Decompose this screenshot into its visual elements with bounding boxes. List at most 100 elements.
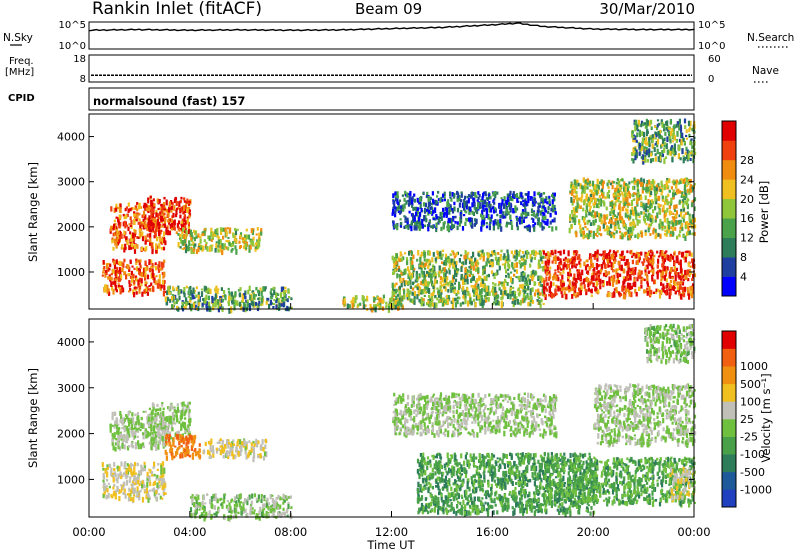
cell-power-data-8 — [624, 276, 627, 282]
cell-power-data-0 — [141, 291, 144, 297]
cell-power-data-6 — [547, 210, 550, 214]
cell-power-data-0 — [106, 263, 109, 269]
cell-power-data-8 — [644, 267, 647, 271]
cell-power-data-9 — [666, 230, 669, 235]
cell-power-data-2 — [149, 195, 152, 199]
cell-power-data-0 — [110, 281, 113, 287]
cell-power-data-8 — [630, 291, 633, 298]
cell-power-data-7 — [409, 285, 412, 290]
cell-power-data-2 — [162, 223, 165, 226]
cell-power-data-6 — [478, 201, 481, 207]
cell-vel-data-0 — [143, 461, 146, 468]
cell-vel-data-0 — [103, 489, 106, 495]
cell-power-data-2 — [148, 217, 151, 224]
cell-power-data-9 — [601, 220, 604, 225]
cell-power-data-8 — [587, 281, 590, 287]
cell-power-data-7 — [400, 302, 403, 307]
cell-power-data-8 — [545, 252, 548, 257]
cell-power-data-3 — [232, 241, 235, 244]
cell-power-data-6 — [400, 221, 403, 226]
cell-power-data-9 — [657, 232, 660, 237]
cell-power-data-0 — [148, 284, 151, 288]
cell-power-data-9 — [675, 210, 678, 215]
cell-power-data-1 — [146, 239, 149, 242]
cell-power-data-8 — [619, 293, 623, 297]
cell-power-data-7 — [428, 273, 432, 276]
cell-power-data-7 — [424, 267, 427, 270]
cell-power-data-0 — [156, 283, 159, 289]
cell-power-data-6 — [482, 220, 486, 225]
cell-power-data-1 — [143, 247, 147, 251]
cell-power-data-9 — [600, 200, 603, 207]
cell-vel-data-0 — [151, 488, 154, 492]
cell-power-data-2 — [180, 223, 183, 226]
cell-power-data-8 — [583, 284, 586, 289]
cell-power-data-6 — [551, 226, 554, 232]
cell-power-data-5 — [378, 305, 381, 311]
cell-power-data-7 — [466, 276, 469, 281]
cell-power-data-8 — [578, 269, 581, 274]
cell-power-data-5 — [354, 295, 357, 299]
cell-power-data-3 — [179, 238, 182, 241]
cell-power-data-7 — [467, 251, 470, 255]
cell-power-data-10 — [656, 148, 659, 155]
cell-power-data-9 — [648, 179, 651, 185]
cell-power-data-6 — [496, 219, 500, 224]
cell-power-data-7 — [483, 286, 486, 293]
cell-power-data-8 — [589, 281, 592, 286]
cell-power-data-6 — [416, 210, 419, 215]
cell-power-data-7 — [482, 268, 485, 272]
cell-power-data-10 — [654, 132, 658, 136]
cell-power-data-3 — [203, 239, 206, 242]
cell-power-data-8 — [666, 254, 669, 260]
cell-power-data-3 — [191, 235, 194, 240]
cell-power-data-9 — [608, 221, 611, 224]
cell-power-data-4 — [250, 300, 253, 305]
cell-power-data-10 — [681, 132, 684, 139]
cell-power-data-7 — [473, 288, 476, 292]
cell-power-data-8 — [592, 282, 595, 288]
cell-power-data-10 — [666, 136, 669, 143]
cell-power-data-8 — [542, 285, 545, 291]
cell-power-data-6 — [472, 197, 475, 201]
cell-power-data-6 — [526, 201, 529, 207]
cell-power-data-5 — [381, 299, 384, 304]
cell-power-data-2 — [175, 231, 178, 235]
cell-power-data-2 — [149, 208, 152, 213]
cell-power-data-9 — [598, 199, 601, 206]
cell-power-data-1 — [114, 242, 117, 246]
cell-power-data-9 — [585, 205, 588, 211]
cell-power-data-0 — [117, 262, 120, 265]
cell-power-data-7 — [487, 296, 490, 302]
cell-power-data-6 — [453, 192, 456, 197]
cell-power-data-10 — [650, 152, 653, 157]
cell-power-data-1 — [124, 214, 127, 220]
cell-power-data-8 — [689, 271, 692, 275]
cell-power-data-7 — [392, 302, 395, 307]
cell-power-data-4 — [192, 301, 196, 308]
cell-power-data-9 — [579, 224, 582, 230]
cell-power-data-1 — [158, 242, 161, 249]
cell-power-data-9 — [617, 196, 620, 203]
cell-power-data-2 — [172, 212, 175, 218]
cell-power-data-2 — [148, 228, 151, 232]
cell-power-data-8 — [651, 257, 654, 262]
cell-power-data-8 — [650, 265, 653, 268]
cell-power-data-7 — [491, 289, 494, 293]
cell-power-data-0 — [128, 280, 131, 284]
cell-power-data-7 — [435, 302, 438, 308]
cell-power-data-6 — [483, 191, 486, 195]
cell-power-data-10 — [671, 134, 674, 139]
cell-power-data-8 — [645, 289, 648, 294]
cell-power-data-6 — [529, 196, 532, 201]
cell-power-data-8 — [647, 270, 650, 274]
cell-power-data-0 — [114, 270, 117, 276]
cell-power-data-1 — [129, 207, 132, 212]
cell-power-data-6 — [474, 207, 477, 213]
cell-power-data-7 — [471, 276, 474, 282]
cell-power-data-0 — [138, 288, 141, 294]
cell-power-data-6 — [406, 217, 409, 222]
cell-power-data-3 — [211, 236, 214, 240]
cell-power-data-7 — [512, 290, 515, 296]
cell-power-data-0 — [110, 276, 113, 281]
